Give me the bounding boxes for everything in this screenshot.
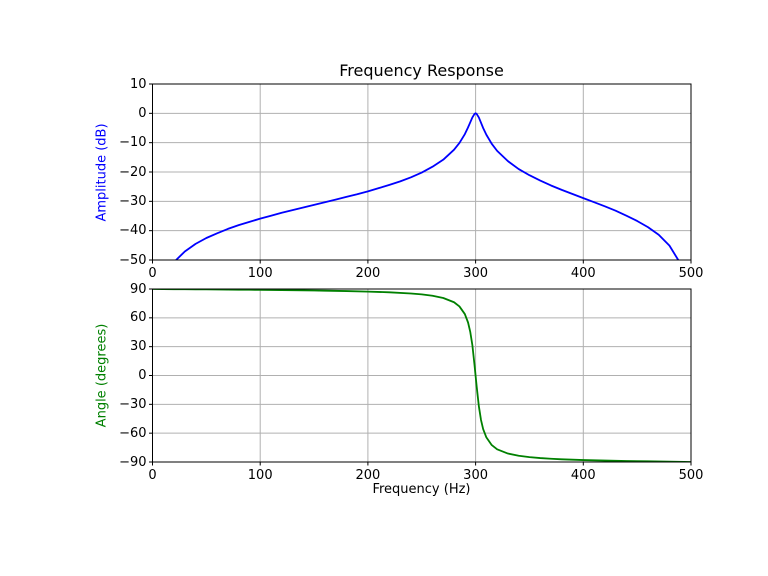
y-tick-label: 0 bbox=[138, 105, 147, 121]
x-tick-label: 100 bbox=[247, 468, 273, 483]
axes-0 bbox=[149, 83, 692, 264]
amplitude-curve bbox=[174, 112, 680, 260]
x-tick-label: 0 bbox=[148, 468, 157, 483]
x-tick-label: 300 bbox=[463, 266, 489, 281]
y-tick-label: −30 bbox=[119, 396, 147, 412]
y-tick-label: 10 bbox=[129, 76, 147, 92]
y-tick-label: −40 bbox=[119, 223, 147, 239]
x-tick-label: 500 bbox=[678, 266, 704, 281]
x-tick-label: 500 bbox=[678, 468, 704, 483]
chart-title: Frequency Response bbox=[339, 61, 504, 80]
axes-1 bbox=[149, 288, 692, 466]
y-tick-label: −50 bbox=[119, 252, 147, 268]
y-tick-label: −10 bbox=[119, 135, 147, 151]
x-tick-label: 300 bbox=[463, 468, 489, 483]
y-tick-label: 60 bbox=[129, 310, 147, 326]
y-tick-label: −30 bbox=[119, 193, 147, 209]
y-tick-label: 30 bbox=[129, 339, 147, 355]
y-tick-label: −90 bbox=[119, 454, 147, 470]
x-tick-label: 200 bbox=[355, 266, 381, 281]
frequency-axis-label: Frequency (Hz) bbox=[372, 482, 471, 497]
x-tick-label: 400 bbox=[570, 266, 596, 281]
x-tick-label: 0 bbox=[148, 266, 157, 281]
y-tick-label: 0 bbox=[138, 368, 147, 383]
phase-curve bbox=[152, 289, 691, 462]
y-tick-label: −20 bbox=[119, 164, 147, 180]
x-tick-label: 100 bbox=[247, 266, 273, 281]
x-tick-label: 400 bbox=[570, 468, 596, 483]
y-tick-label: 90 bbox=[129, 281, 147, 297]
x-tick-label: 200 bbox=[355, 468, 381, 483]
y-tick-label: −60 bbox=[119, 425, 147, 441]
